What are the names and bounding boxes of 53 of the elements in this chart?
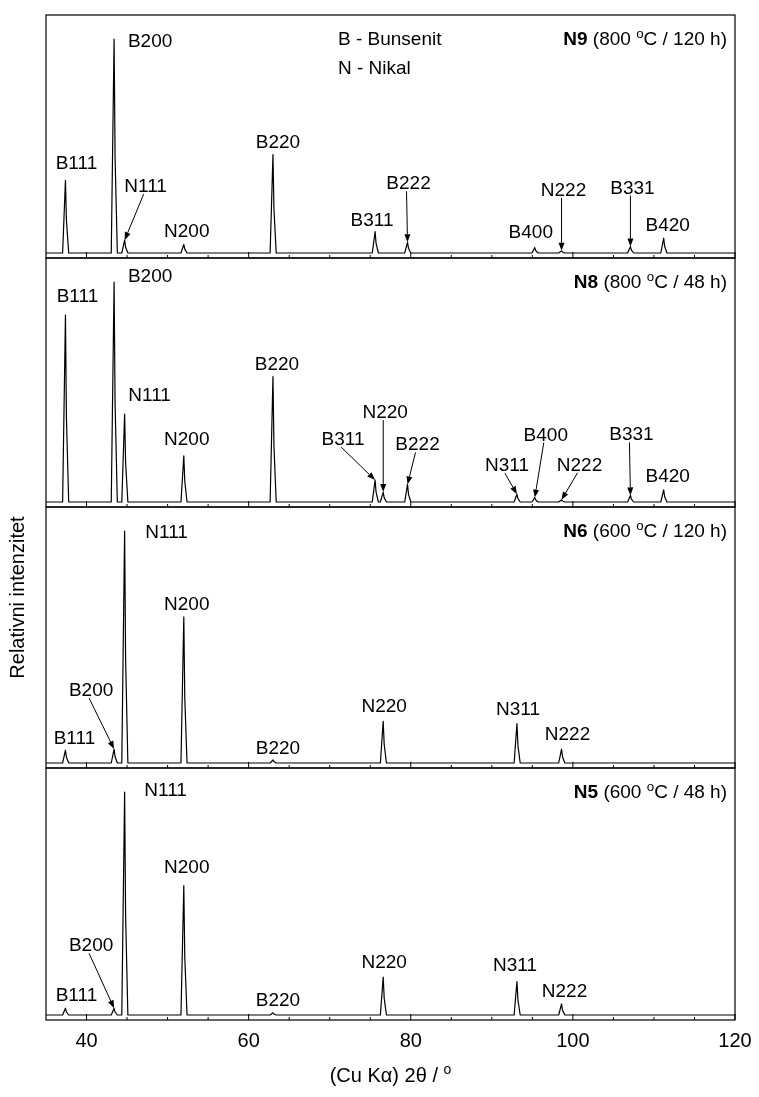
annotation: B200 bbox=[68, 934, 114, 956]
annotation: N311 bbox=[492, 953, 537, 975]
annotation: B220 bbox=[255, 130, 301, 152]
annotation: N111 bbox=[124, 175, 167, 197]
annotation: B420 bbox=[645, 214, 690, 236]
annotation: N111 bbox=[145, 521, 188, 542]
annotation: B111 bbox=[56, 285, 99, 306]
annotation: N200 bbox=[164, 592, 210, 614]
chart-title: N9 (800 $^{o}$C / 120 h) bbox=[563, 25, 727, 49]
annotation: N220 bbox=[362, 401, 408, 423]
annotation: B331 bbox=[609, 423, 654, 445]
annotation: N311 bbox=[484, 454, 529, 476]
x-tick-label: 120 bbox=[718, 1029, 752, 1051]
annotation: N220 bbox=[361, 695, 407, 717]
annotation: N222 bbox=[556, 453, 603, 475]
annotation: B420 bbox=[645, 464, 690, 486]
annotation: B400 bbox=[508, 220, 553, 242]
x-tick-label: 80 bbox=[399, 1029, 422, 1051]
x-tick-label: 40 bbox=[75, 1029, 98, 1051]
annotation: B200 bbox=[127, 30, 173, 51]
annotation: N220 bbox=[361, 951, 407, 973]
x-tick-label: 60 bbox=[237, 1029, 260, 1051]
annotation: B - Bunsenit bbox=[338, 28, 443, 49]
chart-title: N8 (800 $^{o}$C / 48 h) bbox=[573, 268, 727, 292]
annotation: N222 bbox=[541, 979, 588, 1001]
annotation: N - Nikal bbox=[338, 57, 411, 78]
annotation: B400 bbox=[523, 423, 568, 445]
annotation: B222 bbox=[395, 433, 440, 455]
annotation: N200 bbox=[164, 220, 210, 242]
chart-title: N5 (600 $^{o}$C / 48 h) bbox=[573, 778, 727, 802]
x-tick-label: 100 bbox=[556, 1029, 590, 1051]
annotation: N222 bbox=[544, 723, 591, 745]
annotation: N111 bbox=[128, 384, 171, 405]
chart-title: N6 (600 $^{o}$C / 120 h) bbox=[563, 517, 727, 541]
annotation: B220 bbox=[254, 352, 300, 374]
annotation: B200 bbox=[68, 679, 114, 701]
annotation: B111 bbox=[53, 727, 96, 749]
annotation: N200 bbox=[164, 427, 210, 449]
y-axis-title: Relativni intenzitet bbox=[6, 515, 28, 679]
annotation: B311 bbox=[321, 428, 365, 449]
annotation: B220 bbox=[255, 736, 301, 758]
annotation: B111 bbox=[55, 984, 98, 1006]
annotation: B222 bbox=[386, 172, 431, 194]
annotation: N111 bbox=[144, 779, 187, 800]
annotation: B220 bbox=[255, 988, 301, 1010]
annotation: B331 bbox=[610, 176, 655, 198]
x-axis-title: (Cu Kα) 2θ / $^{o}$ bbox=[329, 1061, 452, 1086]
annotation: B200 bbox=[127, 265, 173, 286]
annotation: N311 bbox=[495, 697, 540, 719]
annotation: N222 bbox=[540, 178, 587, 200]
annotation: B311 bbox=[350, 208, 394, 230]
annotation: N200 bbox=[164, 855, 210, 877]
annotation: B111 bbox=[55, 152, 98, 174]
